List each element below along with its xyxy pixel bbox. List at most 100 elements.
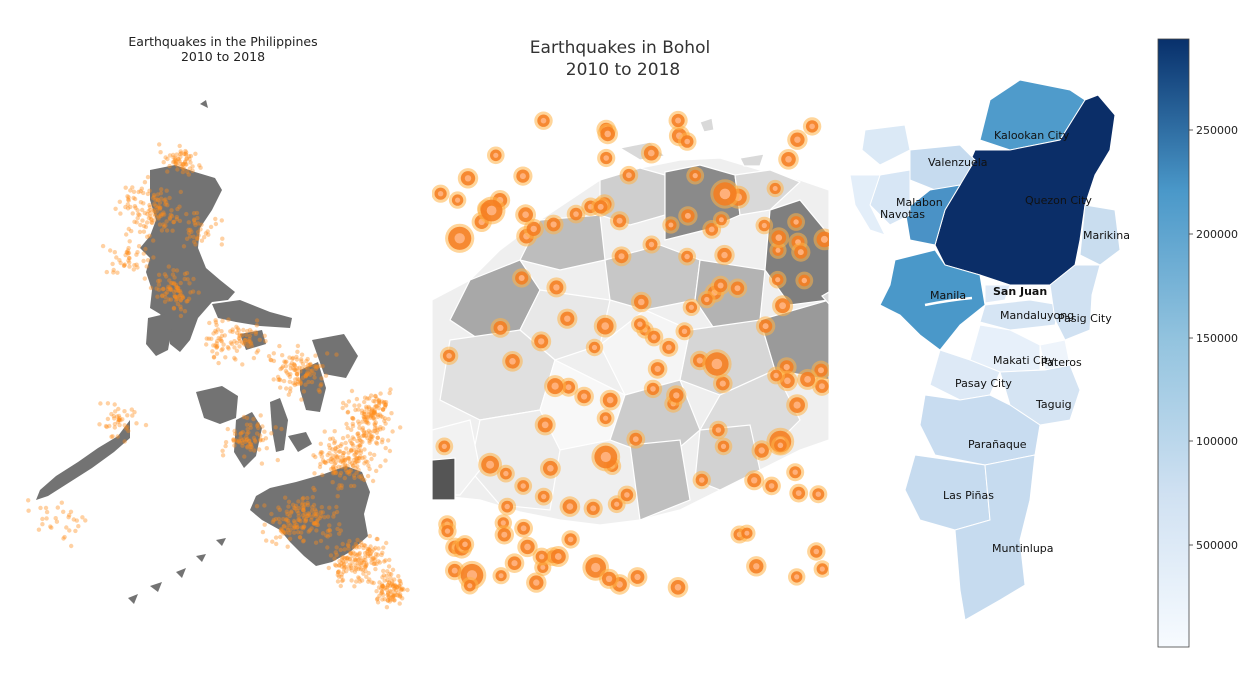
earthquake-marker [252, 438, 258, 443]
earthquake-marker [157, 278, 162, 283]
earthquake-marker [350, 423, 356, 429]
earthquake-marker [257, 337, 262, 342]
earthquake-marker [331, 471, 336, 476]
earthquake-marker [126, 245, 131, 251]
earthquake-marker [365, 415, 370, 420]
batanes-islands [200, 100, 208, 108]
earthquake-marker [360, 427, 365, 432]
earthquake-marker [397, 583, 402, 588]
earthquake-marker [332, 440, 337, 446]
earthquake-marker [387, 588, 393, 594]
earthquake-marker [346, 470, 351, 475]
earthquake-marker [325, 528, 331, 534]
earthquake-marker [349, 427, 354, 432]
earthquake-marker [215, 344, 220, 349]
earthquake-marker [277, 507, 282, 512]
earthquake-marker [245, 444, 250, 449]
earthquake-marker [349, 565, 354, 571]
earthquake-marker [246, 338, 252, 344]
earthquake-marker [332, 562, 338, 567]
earthquake-marker [111, 413, 117, 419]
earthquake-marker [352, 452, 357, 457]
earthquake-marker [593, 314, 617, 338]
earthquake-marker [123, 426, 129, 431]
earthquake-marker [330, 453, 335, 458]
earthquake-marker [244, 431, 250, 436]
earthquake-marker [374, 468, 379, 474]
earthquake-marker [357, 435, 362, 441]
earthquake-marker [698, 290, 716, 309]
earthquake-marker [677, 132, 697, 151]
earthquake-marker [356, 448, 361, 453]
earthquake-marker [239, 438, 245, 443]
philippines-map-title-line1: Earthquakes in the Philippines [128, 34, 317, 49]
earthquake-marker [498, 497, 517, 516]
earthquake-marker [214, 351, 220, 356]
earthquake-marker [288, 389, 293, 394]
earthquake-marker [168, 286, 173, 292]
earthquake-marker [361, 560, 367, 565]
earthquake-marker [322, 429, 327, 434]
earthquake-marker [254, 431, 260, 436]
earthquake-marker [54, 519, 60, 524]
earthquake-marker [174, 268, 180, 273]
earthquake-marker [336, 464, 341, 469]
earthquake-marker [353, 451, 358, 457]
city-label-quezon: Quezon City [1025, 194, 1092, 207]
earthquake-marker [167, 278, 172, 283]
earthquake-marker [678, 247, 696, 266]
earthquake-marker [292, 524, 297, 529]
earthquake-marker [258, 438, 263, 443]
earthquake-marker [361, 429, 367, 434]
earthquake-marker [359, 474, 364, 479]
earthquake-marker [322, 515, 327, 520]
earthquake-marker [362, 399, 367, 405]
earthquake-marker [291, 518, 297, 524]
earthquake-marker [206, 336, 212, 341]
earthquake-marker [142, 180, 148, 185]
earthquake-marker [365, 551, 371, 557]
earthquake-marker [640, 142, 662, 164]
earthquake-marker [643, 379, 663, 399]
earthquake-marker [390, 594, 396, 599]
earthquake-marker [334, 509, 340, 515]
earthquake-marker [145, 174, 151, 180]
earthquake-marker [349, 447, 354, 452]
earthquake-marker [149, 217, 154, 223]
earthquake-marker [662, 216, 680, 234]
earthquake-marker [297, 365, 302, 370]
earthquake-marker [372, 426, 378, 431]
earthquake-marker [221, 342, 226, 347]
earthquake-marker [364, 420, 370, 425]
earthquake-marker [352, 403, 357, 408]
earthquake-marker [359, 540, 364, 545]
earthquake-marker [170, 152, 176, 158]
earthquake-marker [120, 417, 125, 422]
earthquake-marker [350, 416, 356, 421]
earthquake-marker [163, 291, 168, 296]
earthquake-marker [216, 360, 221, 366]
earthquake-marker [183, 148, 188, 154]
earthquake-marker [331, 458, 336, 463]
earthquake-marker [376, 398, 382, 404]
earthquake-marker [350, 553, 355, 559]
city-label-pateros: Pateros [1041, 356, 1082, 369]
earthquake-marker [211, 355, 217, 360]
earthquake-marker [175, 288, 181, 293]
earthquake-marker [276, 505, 281, 510]
earthquake-marker [340, 460, 346, 465]
earthquake-marker [289, 361, 295, 366]
earthquake-marker [361, 414, 366, 419]
earthquake-marker [355, 561, 360, 566]
city-label-pasay: Pasay City [955, 377, 1012, 390]
earthquake-marker [371, 409, 376, 414]
earthquake-marker [379, 582, 385, 587]
earthquake-marker [278, 377, 283, 383]
earthquake-marker [378, 414, 384, 419]
earthquake-marker [375, 552, 381, 557]
earthquake-marker [240, 362, 245, 367]
earthquake-marker [332, 556, 337, 561]
earthquake-marker [331, 466, 336, 472]
earthquake-marker [210, 349, 215, 354]
earthquake-marker [366, 579, 371, 584]
